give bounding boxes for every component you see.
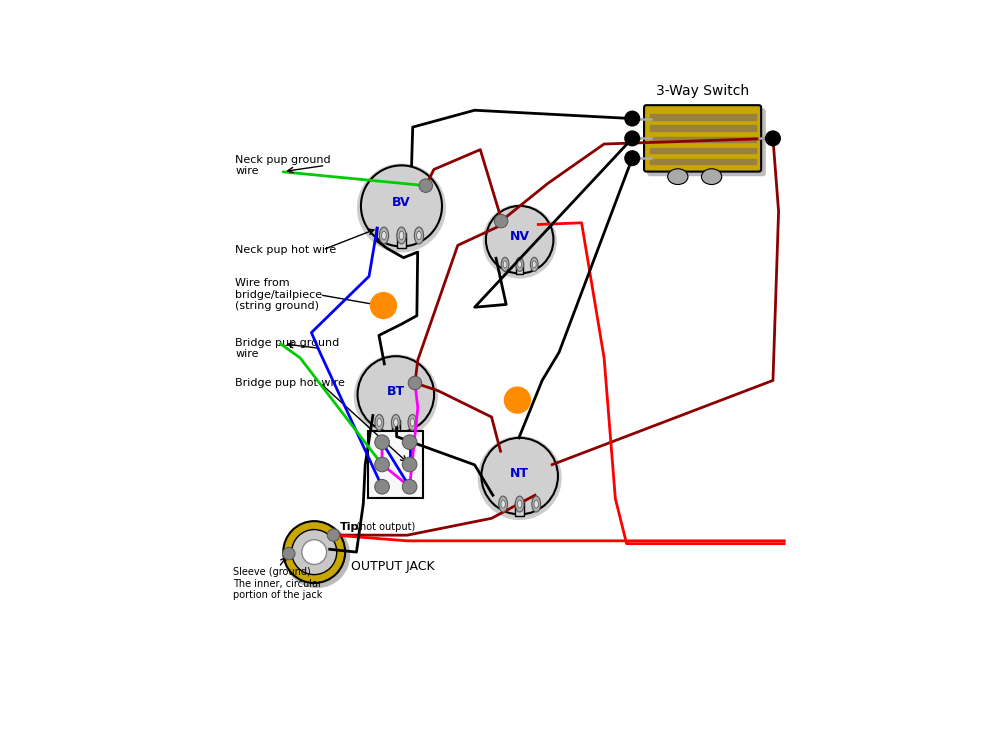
- Text: (hot output): (hot output): [352, 522, 415, 532]
- Ellipse shape: [382, 231, 386, 240]
- Bar: [515, 262, 523, 274]
- Ellipse shape: [517, 261, 521, 268]
- Text: Wire from
bridge/tailpiece
(string ground): Wire from bridge/tailpiece (string groun…: [235, 279, 323, 311]
- Ellipse shape: [377, 418, 381, 426]
- Bar: [397, 233, 406, 248]
- Circle shape: [494, 214, 507, 228]
- Ellipse shape: [414, 227, 423, 244]
- Ellipse shape: [498, 496, 507, 512]
- Ellipse shape: [503, 261, 506, 268]
- Text: NT: NT: [510, 466, 529, 480]
- Text: 3-Way Switch: 3-Way Switch: [655, 84, 748, 99]
- Circle shape: [375, 435, 389, 450]
- Ellipse shape: [501, 257, 508, 271]
- Bar: [515, 501, 523, 515]
- Circle shape: [765, 131, 780, 145]
- Text: Sleeve (ground).
The inner, circular
portion of the jack: Sleeve (ground). The inner, circular por…: [232, 567, 323, 600]
- Circle shape: [419, 179, 432, 192]
- Text: NV: NV: [509, 230, 529, 243]
- Ellipse shape: [532, 261, 536, 268]
- Circle shape: [402, 480, 417, 494]
- Circle shape: [302, 539, 327, 564]
- Bar: [649, 137, 755, 142]
- Ellipse shape: [667, 169, 687, 184]
- Ellipse shape: [379, 227, 388, 244]
- Text: Neck pup ground
wire: Neck pup ground wire: [235, 154, 331, 176]
- Ellipse shape: [517, 500, 521, 508]
- Ellipse shape: [416, 231, 421, 240]
- Ellipse shape: [397, 227, 406, 244]
- Ellipse shape: [515, 496, 523, 512]
- FancyBboxPatch shape: [643, 105, 761, 172]
- Text: BT: BT: [387, 385, 405, 398]
- Ellipse shape: [393, 418, 398, 426]
- Ellipse shape: [408, 414, 416, 431]
- Circle shape: [370, 292, 396, 319]
- Circle shape: [624, 151, 639, 165]
- Ellipse shape: [531, 496, 540, 512]
- Bar: [649, 126, 755, 131]
- Bar: [368, 431, 423, 499]
- Circle shape: [283, 548, 295, 560]
- Circle shape: [327, 529, 340, 541]
- Circle shape: [357, 356, 434, 433]
- Text: Bridge pup hot wire: Bridge pup hot wire: [235, 378, 345, 387]
- Circle shape: [285, 523, 349, 588]
- FancyBboxPatch shape: [647, 109, 765, 175]
- Bar: [649, 159, 755, 164]
- Circle shape: [354, 355, 437, 438]
- Circle shape: [478, 436, 560, 519]
- Text: Neck pup hot wire: Neck pup hot wire: [235, 245, 337, 255]
- Circle shape: [408, 376, 421, 390]
- Ellipse shape: [391, 414, 400, 431]
- Circle shape: [402, 457, 417, 471]
- Circle shape: [485, 206, 553, 273]
- Text: BV: BV: [392, 196, 411, 209]
- Text: Bridge pup ground
wire: Bridge pup ground wire: [235, 338, 340, 359]
- Text: Tip: Tip: [340, 522, 359, 532]
- Circle shape: [375, 457, 389, 471]
- Ellipse shape: [700, 169, 721, 184]
- Circle shape: [361, 165, 442, 246]
- Circle shape: [624, 111, 639, 126]
- Circle shape: [283, 521, 345, 583]
- Circle shape: [402, 435, 417, 450]
- Ellipse shape: [530, 257, 537, 271]
- Circle shape: [481, 438, 557, 515]
- Ellipse shape: [500, 500, 505, 508]
- Ellipse shape: [399, 231, 404, 240]
- Ellipse shape: [375, 414, 384, 431]
- Text: OUTPUT JACK: OUTPUT JACK: [351, 560, 434, 572]
- Circle shape: [504, 387, 530, 413]
- Bar: [649, 148, 755, 154]
- Circle shape: [358, 164, 445, 251]
- Ellipse shape: [533, 500, 538, 508]
- Circle shape: [375, 480, 389, 494]
- Ellipse shape: [410, 418, 414, 426]
- Circle shape: [483, 205, 555, 278]
- Bar: [649, 114, 755, 120]
- Bar: [391, 420, 400, 434]
- Ellipse shape: [515, 257, 523, 271]
- Circle shape: [624, 131, 639, 145]
- Circle shape: [292, 529, 337, 575]
